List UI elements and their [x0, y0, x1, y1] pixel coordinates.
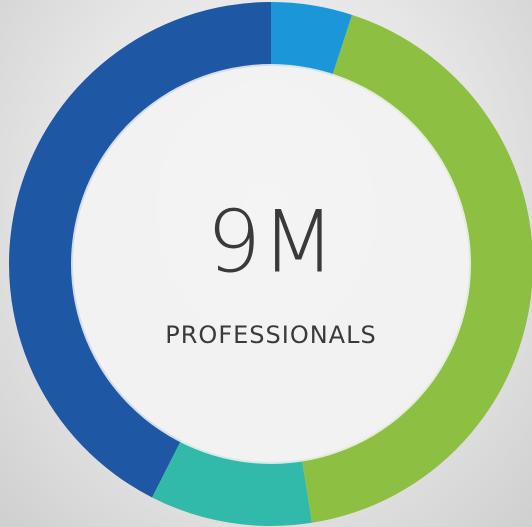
- donut-segment: [152, 440, 312, 526]
- donut-segment: [271, 2, 352, 76]
- center-value: 9M: [207, 193, 336, 293]
- center-label: PROFESSIONALS: [165, 321, 376, 349]
- donut-segment: [8, 2, 271, 498]
- donut-center: [71, 64, 471, 464]
- donut-segment: [301, 14, 532, 523]
